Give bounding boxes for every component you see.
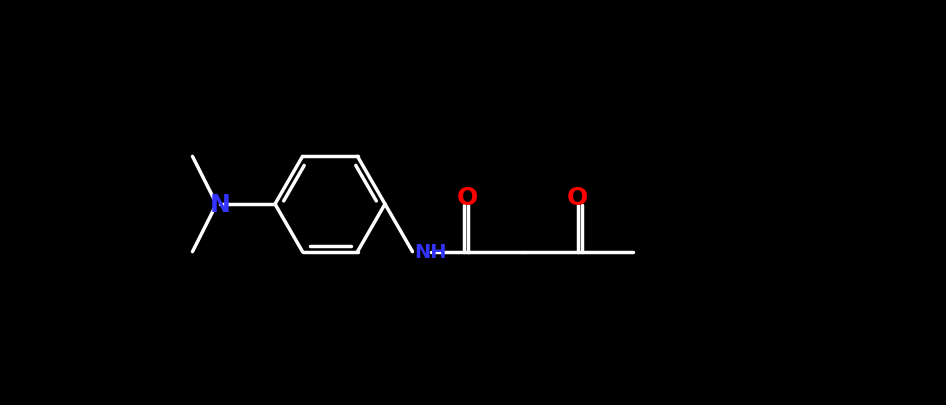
Text: NH: NH (414, 243, 447, 262)
Text: O: O (567, 185, 588, 209)
Text: N: N (210, 192, 231, 216)
Text: O: O (457, 185, 478, 209)
